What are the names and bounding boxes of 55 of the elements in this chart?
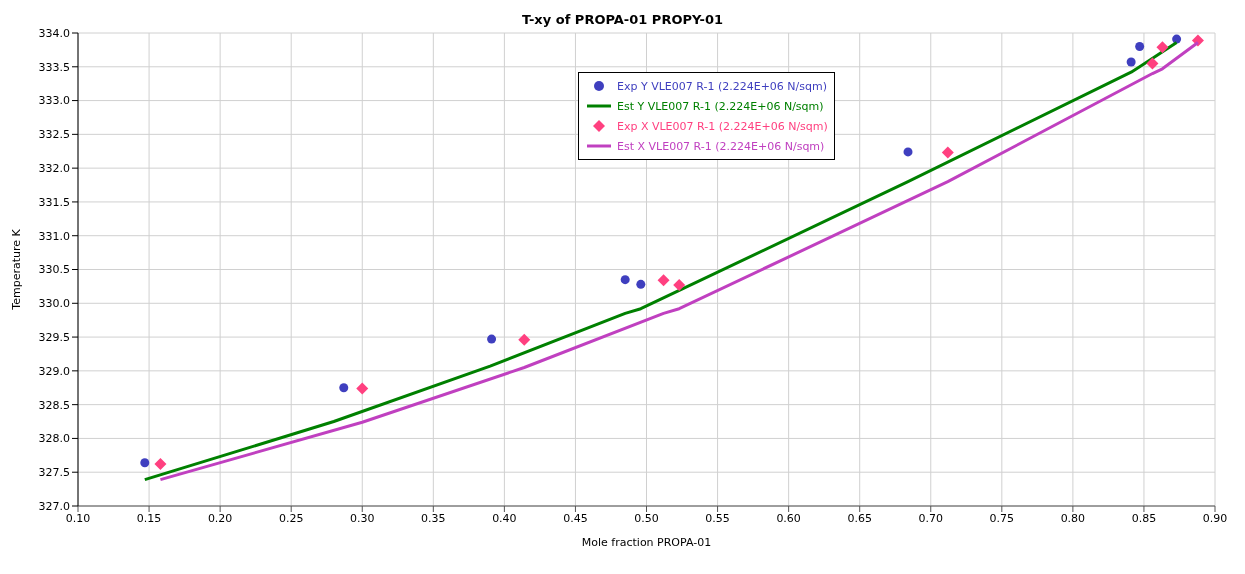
point: [154, 458, 167, 471]
y-tick-label: 334.0: [38, 26, 70, 40]
point: [903, 147, 913, 157]
y-tick-label: 331.0: [38, 229, 70, 243]
y-tick-label: 329.0: [38, 364, 70, 378]
x-tick-label: 0.35: [421, 511, 446, 525]
y-tick-label: 328.0: [38, 432, 70, 446]
point: [356, 382, 369, 395]
x-tick-label: 0.20: [207, 511, 233, 525]
y-tick-label: 327.5: [38, 466, 70, 480]
point: [673, 279, 686, 292]
point: [339, 383, 349, 393]
x-tick-label: 0.75: [989, 511, 1015, 525]
point: [1126, 57, 1136, 67]
y-tick-label: 330.0: [38, 297, 70, 311]
y-axis-title: Temperature K: [9, 228, 23, 311]
x-tick-label: 0.25: [278, 511, 304, 525]
y-tick-label: 331.5: [38, 195, 70, 209]
y-tick-label: 333.5: [38, 60, 70, 74]
legend-label: Est X VLE007 R-1 (2.224E+06 N/sqm): [617, 139, 825, 153]
point: [1146, 57, 1159, 70]
y-tick-label: 333.0: [38, 94, 70, 108]
x-tick-label: 0.15: [136, 511, 162, 525]
y-tick-label: 332.5: [38, 128, 70, 142]
legend-label: Exp Y VLE007 R-1 (2.224E+06 N/sqm): [617, 79, 828, 93]
point: [1156, 41, 1169, 54]
point: [518, 333, 531, 346]
chart-title: T-xy of PROPA-01 PROPY-01: [521, 12, 724, 27]
x-tick-label: 0.10: [65, 511, 91, 525]
y-tick-label: 332.0: [38, 162, 70, 176]
x-tick-label: 0.45: [563, 511, 588, 525]
x-axis-title: Mole fraction PROPA-01: [581, 536, 712, 549]
x-tick-label: 0.60: [776, 511, 801, 525]
x-tick-label: 0.65: [847, 511, 872, 525]
x-tick-label: 0.90: [1202, 511, 1228, 525]
y-tick-label: 327.0: [38, 499, 70, 513]
point: [1135, 42, 1145, 52]
x-tick-label: 0.40: [492, 511, 517, 525]
y-tick-label: 329.5: [38, 330, 70, 344]
point: [620, 275, 630, 285]
legend-label: Est Y VLE007 R-1 (2.224E+06 N/sqm): [617, 99, 824, 113]
y-tick-label: 330.5: [38, 263, 70, 277]
x-tick-label: 0.50: [634, 511, 659, 525]
point: [941, 146, 954, 159]
point: [636, 279, 646, 289]
x-tick-label: 0.70: [918, 511, 943, 525]
x-tick-label: 0.80: [1060, 511, 1086, 525]
x-tick-label: 0.85: [1131, 511, 1157, 525]
point: [487, 334, 497, 344]
x-tick-label: 0.55: [705, 511, 730, 525]
point: [140, 458, 150, 468]
legend-label: Exp X VLE007 R-1 (2.224E+06 N/sqm): [617, 119, 828, 133]
point: [657, 274, 670, 287]
y-tick-label: 328.5: [38, 398, 70, 412]
x-tick-label: 0.30: [350, 511, 375, 525]
